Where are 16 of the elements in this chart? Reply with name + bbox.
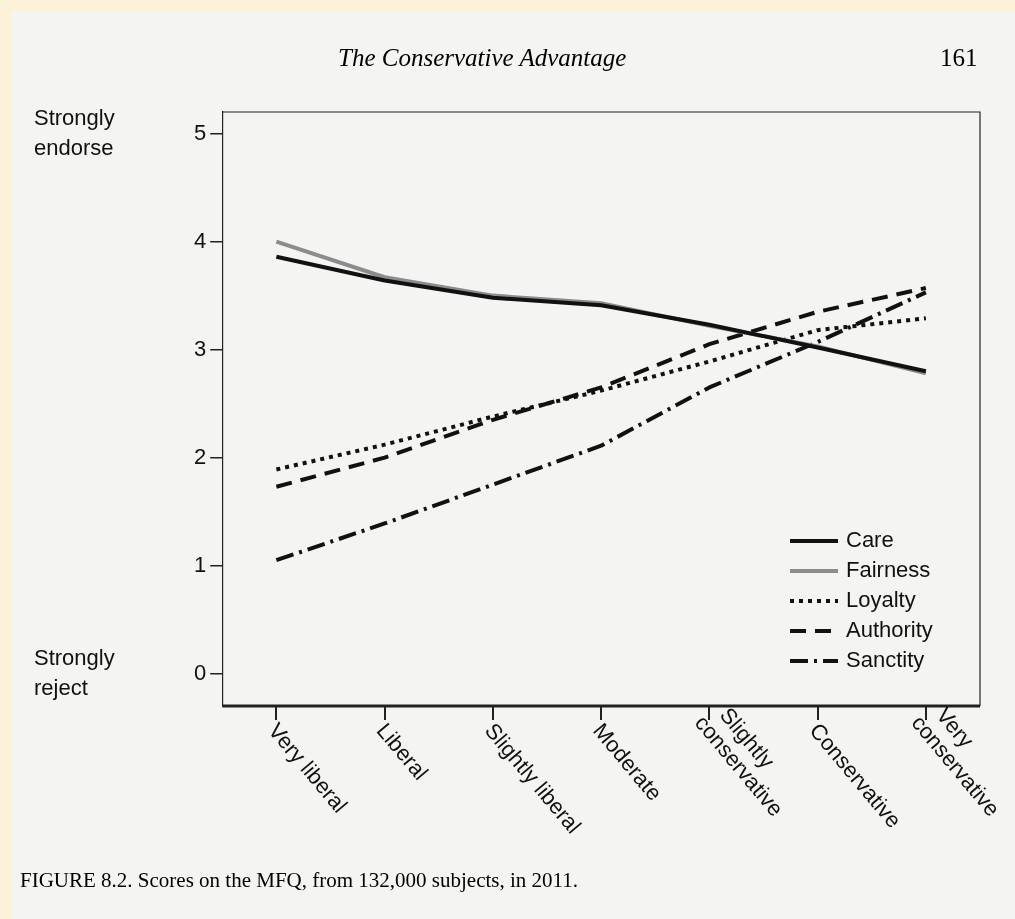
y-tick-label: 3	[193, 335, 207, 361]
y-tick-label: 2	[193, 443, 207, 469]
y-tick-label: 1	[193, 551, 207, 577]
y-tick-label: 5	[193, 119, 207, 145]
text: The Conservative Advantage	[338, 44, 627, 72]
legend-label: Fairness	[846, 557, 931, 583]
text: FIGURE 8.2. Scores on the MFQ, from 132,000 subjects, in 2011.	[20, 868, 579, 893]
legend-label: Authority	[846, 617, 933, 643]
text: Strongly reject	[34, 644, 115, 700]
legend-label: Loyalty	[846, 587, 916, 613]
legend-label: Care	[846, 527, 894, 553]
y-tick-label: 4	[193, 227, 207, 253]
y-tick-label: 0	[193, 659, 207, 685]
text: 161	[940, 44, 978, 72]
legend-label: Sanctity	[846, 647, 925, 673]
text: Strongly endorse	[34, 104, 115, 160]
